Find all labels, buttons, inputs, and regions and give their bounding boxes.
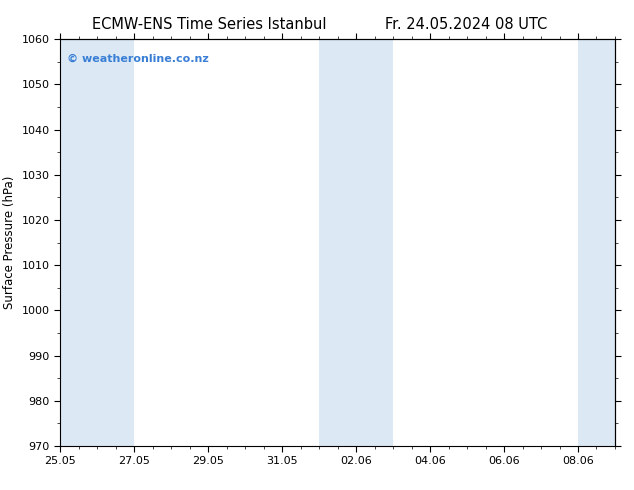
Y-axis label: Surface Pressure (hPa): Surface Pressure (hPa) [3, 176, 16, 309]
Text: Fr. 24.05.2024 08 UTC: Fr. 24.05.2024 08 UTC [385, 17, 547, 32]
Text: © weatheronline.co.nz: © weatheronline.co.nz [67, 53, 209, 63]
Bar [319, 39, 393, 446]
Text: ECMW-ENS Time Series Istanbul: ECMW-ENS Time Series Istanbul [92, 17, 327, 32]
Bar [60, 39, 134, 446]
Bar [578, 39, 615, 446]
